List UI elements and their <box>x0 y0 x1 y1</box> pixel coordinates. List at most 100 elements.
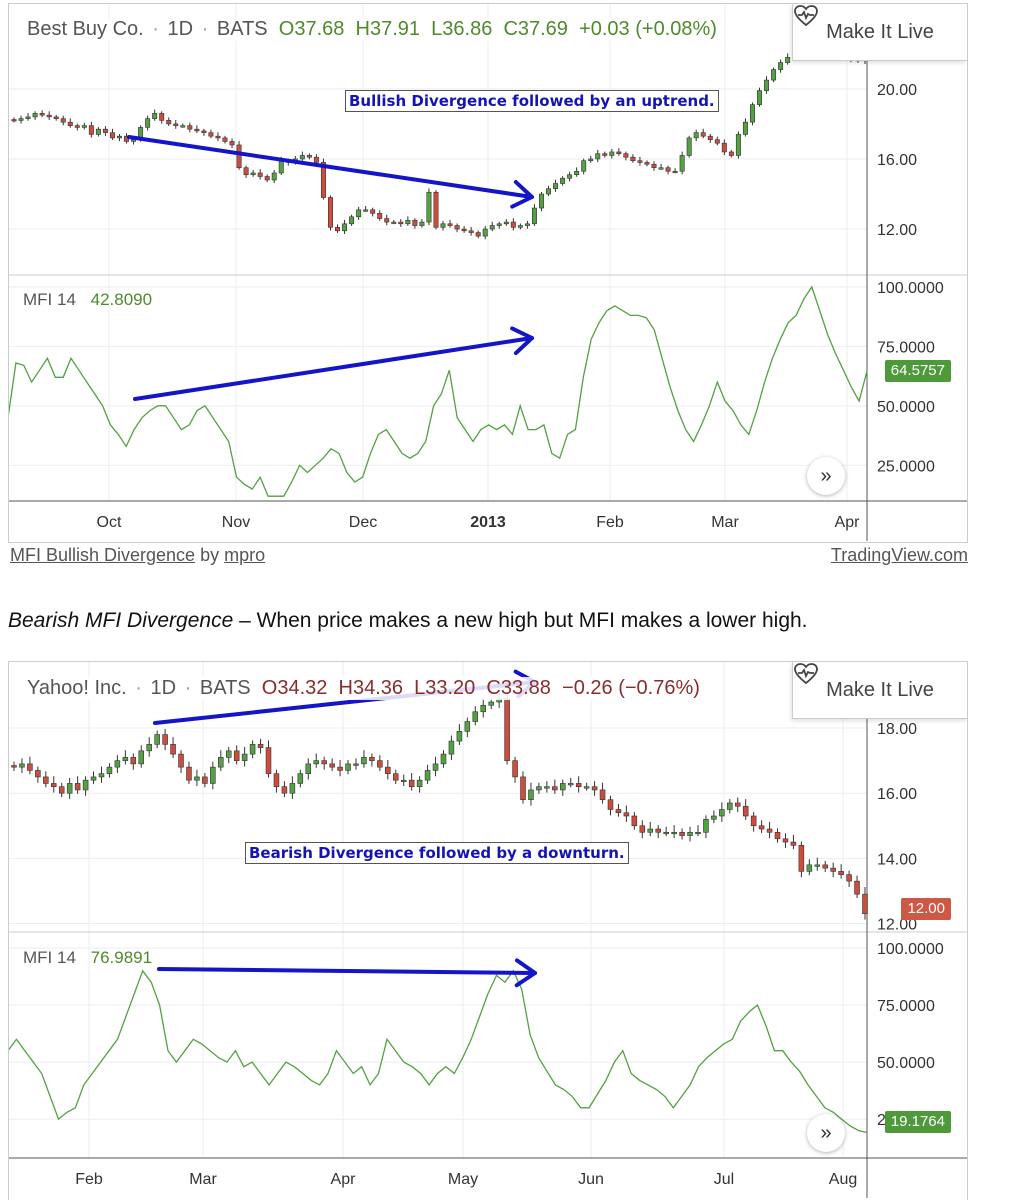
candle-body <box>528 789 534 801</box>
candle-body <box>408 779 415 787</box>
candle-body <box>194 776 200 781</box>
candle-body <box>766 828 773 833</box>
candle-body <box>639 825 646 833</box>
fast-forward-icon: » <box>820 1121 832 1144</box>
candle-body <box>250 172 256 176</box>
ohlc-high: H34.36 <box>338 677 404 699</box>
candle-body <box>353 763 359 766</box>
candle-body <box>544 786 550 789</box>
candle-body <box>349 216 355 225</box>
candle-body <box>385 766 391 774</box>
candle-body <box>241 753 248 761</box>
bullish-mfi-arrow <box>133 336 534 401</box>
candle-body <box>82 779 89 791</box>
last-price-tag: 12.00 <box>901 898 951 920</box>
idea-link[interactable]: MFI Bullish Divergence <box>10 545 196 565</box>
make-it-live-button[interactable]: Make It Live <box>792 662 967 719</box>
candle-body <box>687 831 693 836</box>
candle-body <box>424 770 431 781</box>
candle-body <box>599 789 606 801</box>
candle-body <box>18 118 24 121</box>
candle-body <box>273 773 280 787</box>
candle-body <box>278 160 284 174</box>
candle-body <box>552 786 558 791</box>
candle-body <box>236 144 242 169</box>
candle-body <box>567 783 574 786</box>
price-tick-label: 20.00 <box>877 82 917 99</box>
candle-body <box>461 228 467 232</box>
candle-body <box>671 831 677 835</box>
candle-body <box>400 779 407 782</box>
candle-body <box>757 90 762 105</box>
candle-body <box>846 874 852 882</box>
scroll-to-realtime-button[interactable]: » <box>807 457 845 495</box>
mfi-tick-label: 25.0000 <box>877 458 935 475</box>
time-tick-label: Jun <box>578 1171 604 1188</box>
candle-body <box>265 747 272 774</box>
symbol-name: Best Buy Co. <box>27 18 144 40</box>
candle-body <box>356 209 362 218</box>
make-it-live-button[interactable]: Make It Live <box>792 4 967 61</box>
candle-body <box>102 128 108 133</box>
candle-body <box>512 760 518 778</box>
candle-body <box>106 766 113 774</box>
candle-body <box>229 141 235 146</box>
bearish-mfi-arrow <box>157 967 537 975</box>
candle-body <box>510 221 516 228</box>
candle-body <box>186 766 192 781</box>
candle-body <box>166 120 172 125</box>
candle-body <box>210 766 216 784</box>
candle-body <box>208 132 214 137</box>
mfi-last-value-tag: 19.1764 <box>884 1111 951 1133</box>
caption-text: – When price makes a new high but MFI ma… <box>233 609 808 632</box>
make-it-live-label: Make It Live <box>826 678 934 701</box>
candle-body <box>81 125 87 128</box>
bestbuy-chart: 20.00 16.00 12.00 100.0000 75.0000 50.0000 25.… <box>8 3 968 543</box>
candle-body <box>74 783 81 791</box>
candle-body <box>778 62 784 70</box>
candle-body <box>95 128 101 135</box>
time-tick-label: Apr <box>835 514 861 531</box>
candle-body <box>472 711 479 722</box>
candle-body <box>321 760 327 765</box>
candle-body <box>159 113 165 121</box>
candle-body <box>575 783 582 787</box>
author-link[interactable]: mpro <box>224 545 266 565</box>
candle-body <box>728 151 734 156</box>
candle-body <box>306 155 312 158</box>
candle-body <box>714 139 720 144</box>
time-tick-label: May <box>448 1171 478 1188</box>
candle-body <box>35 770 41 778</box>
candle-body <box>658 167 664 170</box>
candle-body <box>700 132 706 137</box>
candle-body <box>51 783 57 787</box>
candle-body <box>170 744 176 755</box>
candle-body <box>496 223 502 226</box>
candle-body <box>630 156 636 162</box>
scroll-to-realtime-button[interactable]: » <box>807 1114 845 1152</box>
tradingview-link[interactable]: TradingView.com <box>830 545 968 565</box>
ohlc-open: O34.32 <box>261 677 328 699</box>
candle-body <box>281 786 288 794</box>
annotation-note: Bullish Divergence followed by an uptren… <box>345 90 719 112</box>
candle-body <box>60 118 66 123</box>
candle-body <box>735 134 741 156</box>
yahoo-chart: 18.00 16.00 14.00 12.00 100.0000 75.0000 50.00… <box>8 661 968 1200</box>
candle-body <box>468 230 474 233</box>
candle-body <box>758 825 765 830</box>
candle-body <box>647 828 654 833</box>
candle-body <box>686 137 692 156</box>
bullish-price-arrow <box>127 135 534 199</box>
section-caption: Bearish MFI Divergence – When price make… <box>8 609 808 633</box>
candle-body <box>456 731 463 742</box>
ohlc-close: C37.69 <box>503 18 568 40</box>
mfi-last-value-tag: 64.5757 <box>884 360 951 382</box>
candle-body <box>152 113 158 119</box>
candle-body <box>43 776 49 784</box>
candle-body <box>335 227 341 232</box>
candle-body <box>27 763 33 771</box>
ohlc-high: H37.91 <box>355 18 421 40</box>
time-tick-label: Oct <box>97 514 122 531</box>
candle-body <box>320 162 326 198</box>
time-tick-label: Dec <box>349 514 377 531</box>
